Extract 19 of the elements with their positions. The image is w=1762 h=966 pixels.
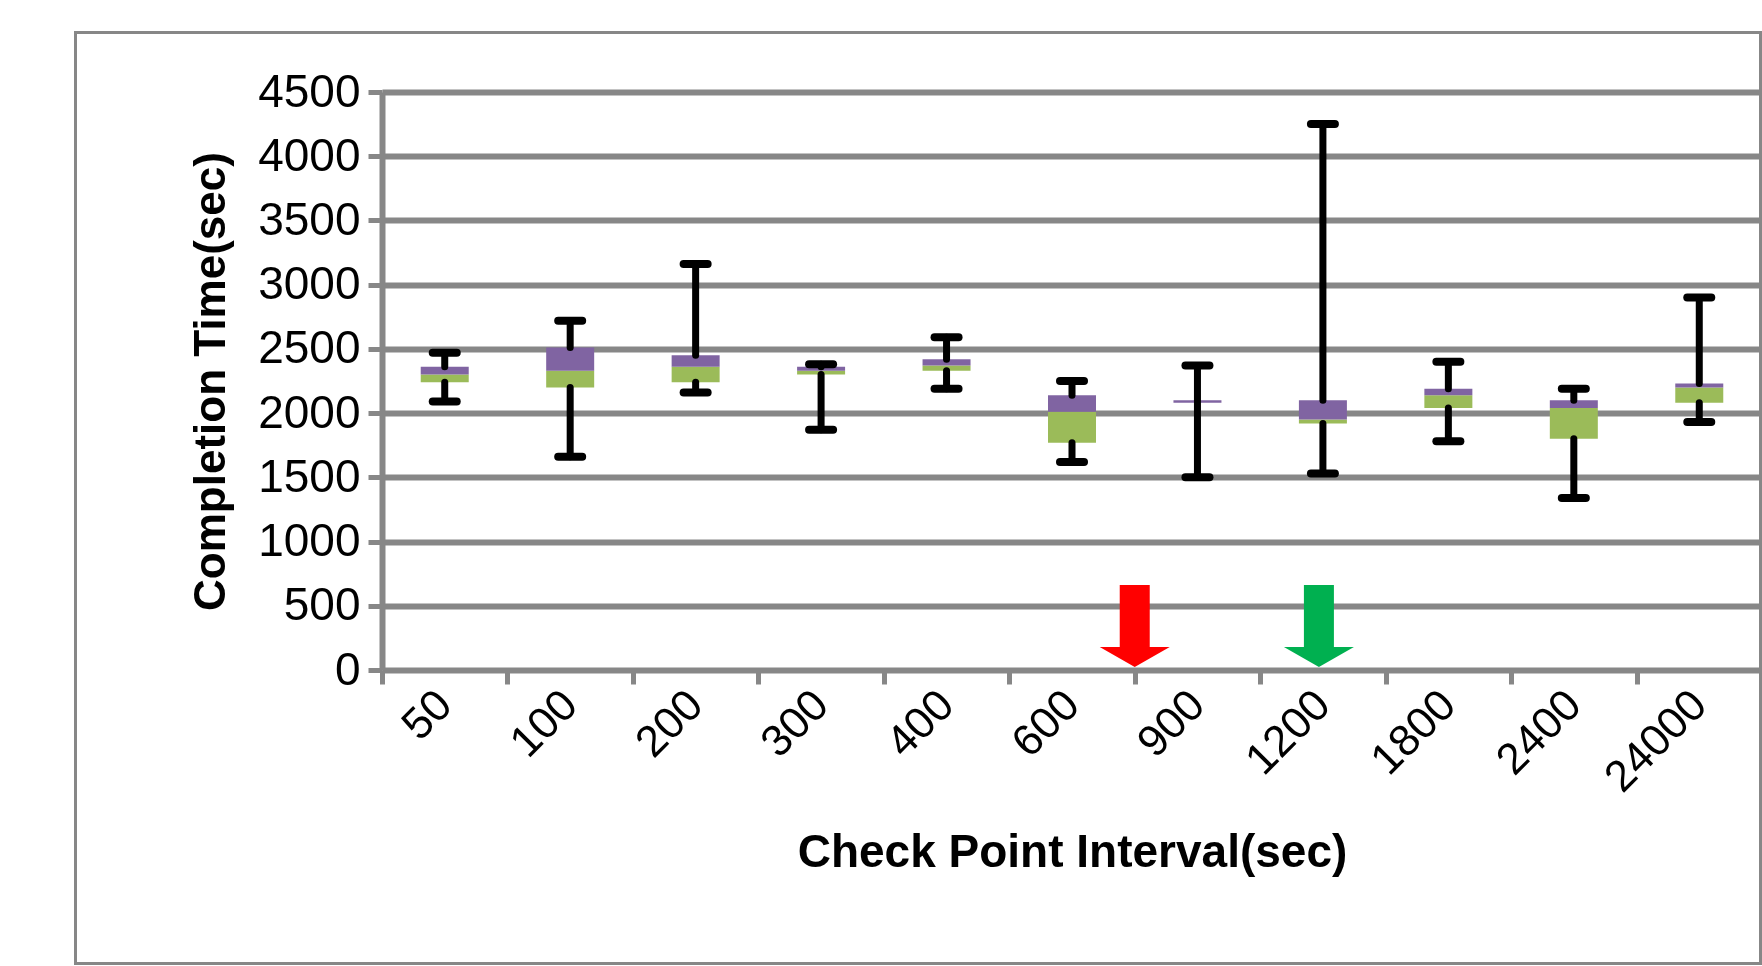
y-axis-title: Completion Time(sec) [185, 152, 235, 611]
x-tick-label: 400 [876, 679, 963, 766]
y-tick-label: 1500 [258, 449, 361, 502]
y-tick-label: 2500 [258, 321, 361, 374]
x-tick-label: 100 [499, 679, 587, 766]
x-tick-label: 50 [391, 679, 461, 749]
x-tick-label: 600 [1001, 679, 1089, 766]
y-tick-label: 1000 [258, 514, 361, 567]
y-tick-label: 4000 [258, 128, 361, 181]
y-tick-label: 500 [283, 578, 361, 631]
y-tick-label: 4500 [258, 64, 361, 117]
x-tick-label: 300 [750, 679, 838, 766]
y-tick-label: 3500 [258, 192, 361, 245]
x-axis-title: Check Point Interval(sec) [797, 824, 1348, 877]
y-tick-label: 2000 [258, 385, 361, 438]
y-tick-label: 3000 [258, 257, 361, 310]
x-tick-label: 200 [625, 679, 712, 766]
y-tick-label: 0 [334, 642, 361, 695]
x-tick-label: 900 [1126, 679, 1214, 766]
